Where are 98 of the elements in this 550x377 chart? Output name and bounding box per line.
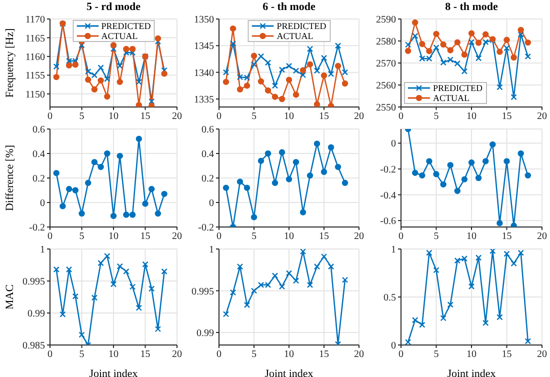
- x-tick-label: 0: [398, 349, 404, 360]
- y-tick-label: -0.2: [29, 222, 45, 234]
- x-tick-label: 15: [502, 349, 512, 360]
- y-tick-label: 0.99: [196, 328, 214, 340]
- y-axis-title: MAC: [4, 284, 16, 310]
- y-axis-title: Frequency [Hz]: [4, 28, 16, 98]
- y-tick-label: 1155: [25, 70, 45, 82]
- y-tick-label: 1: [391, 244, 396, 256]
- x-tick-label: 15: [319, 349, 329, 360]
- y-tick-label: 0.5: [384, 292, 396, 304]
- legend-label: ACTUAL: [276, 31, 314, 41]
- x-tick-label: 0: [398, 231, 404, 242]
- y-tick-label: 2590: [376, 14, 396, 26]
- x-tick-label: 0: [48, 231, 52, 242]
- y-tick-label: 2580: [376, 36, 396, 48]
- x-tick-label: 15: [502, 111, 512, 122]
- chart-title: 8 - th mode: [444, 0, 499, 15]
- x-tick-label: 10: [466, 349, 476, 360]
- y-tick-label: 0.985: [22, 340, 45, 352]
- x-tick-label: 15: [140, 111, 150, 122]
- legend-label: PREDICTED: [276, 21, 326, 31]
- y-tick-label: 0: [391, 340, 396, 352]
- x-tick-label: 0: [48, 111, 52, 122]
- x-tick-label: 5: [434, 349, 439, 360]
- x-tick-label: 20: [172, 231, 182, 242]
- y-tick-label: 1165: [25, 33, 45, 44]
- x-tick-label: 10: [284, 231, 294, 242]
- x-axis-title: Joint index: [89, 368, 138, 377]
- x-tick-label: 5: [252, 111, 256, 122]
- y-tick-label: -0.2: [380, 164, 396, 176]
- y-tick-label: 0.6: [32, 124, 45, 136]
- y-tick-label: 2550: [376, 102, 396, 114]
- legend-label: PREDICTED: [101, 21, 151, 31]
- x-tick-label: 5: [252, 349, 256, 360]
- x-tick-label: 10: [108, 349, 118, 360]
- x-tick-label: 5: [79, 231, 84, 242]
- x-tick-label: 5: [79, 349, 84, 360]
- x-tick-label: 5: [79, 111, 84, 122]
- y-tick-label: 0.6: [202, 124, 214, 136]
- y-tick-label: 0.4: [202, 149, 214, 160]
- chart-title: 6 - th mode: [262, 0, 316, 15]
- x-tick-label: 15: [140, 231, 150, 242]
- y-tick-label: 2570: [376, 58, 396, 70]
- x-tick-label: 20: [537, 349, 547, 360]
- y-tick-label: 2560: [376, 80, 396, 92]
- x-tick-label: 0: [216, 111, 222, 122]
- y-axis-title: Difference [%]: [4, 144, 16, 212]
- y-tick-label: 0.995: [192, 286, 214, 298]
- y-tick-label: 1340: [194, 68, 214, 79]
- x-axis-title: Joint index: [447, 368, 496, 377]
- legend-label: PREDICTED: [433, 83, 482, 93]
- y-tick-label: 0.99: [28, 308, 45, 320]
- x-tick-label: 10: [466, 231, 476, 242]
- y-tick-label: 1: [209, 244, 214, 256]
- y-tick-label: 1160: [25, 52, 45, 63]
- x-tick-label: 10: [108, 231, 118, 242]
- x-tick-label: 5: [434, 231, 439, 242]
- x-tick-label: 10: [284, 349, 294, 360]
- x-tick-label: 20: [172, 349, 182, 360]
- x-tick-label: 15: [319, 231, 329, 242]
- x-tick-label: 15: [319, 111, 329, 122]
- y-tick-label: 1345: [194, 41, 214, 52]
- x-axis-title: Joint index: [264, 368, 314, 377]
- x-tick-label: 20: [537, 231, 547, 242]
- y-tick-label: 1170: [25, 14, 45, 26]
- chart-title: 5 - rd mode: [85, 0, 142, 15]
- x-tick-label: 10: [466, 111, 476, 122]
- x-tick-label: 0: [216, 349, 222, 360]
- y-tick-label: 1350: [194, 14, 214, 26]
- x-tick-label: 20: [537, 111, 547, 122]
- x-tick-label: 20: [354, 231, 364, 242]
- y-tick-label: -0.6: [380, 216, 396, 228]
- x-tick-label: 15: [140, 349, 150, 360]
- x-tick-label: 0: [48, 349, 52, 360]
- y-tick-label: 1: [40, 244, 45, 256]
- x-tick-label: 20: [354, 349, 364, 360]
- legend-label: ACTUAL: [101, 31, 138, 41]
- x-tick-label: 0: [398, 111, 404, 122]
- y-tick-label: 0.995: [22, 276, 45, 288]
- y-tick-label: 0.4: [32, 149, 45, 160]
- y-tick-label: -0.4: [380, 190, 396, 202]
- x-tick-label: 5: [434, 111, 439, 122]
- legend-label: ACTUAL: [433, 93, 470, 103]
- x-tick-label: 0: [216, 231, 222, 242]
- y-tick-label: 1335: [194, 94, 214, 106]
- x-tick-label: 5: [252, 231, 256, 242]
- y-tick-label: 0: [209, 198, 214, 210]
- x-tick-label: 20: [172, 111, 182, 122]
- x-tick-label: 10: [284, 111, 294, 122]
- y-tick-label: 0.2: [32, 174, 45, 185]
- y-tick-label: 0.2: [202, 174, 214, 185]
- y-tick-label: -0.2: [198, 222, 214, 234]
- x-tick-label: 15: [502, 231, 512, 242]
- x-tick-label: 20: [354, 111, 364, 122]
- y-tick-label: 0: [391, 138, 396, 150]
- y-tick-label: 1150: [25, 89, 45, 100]
- y-tick-label: 0: [40, 198, 45, 210]
- x-tick-label: 10: [108, 111, 118, 122]
